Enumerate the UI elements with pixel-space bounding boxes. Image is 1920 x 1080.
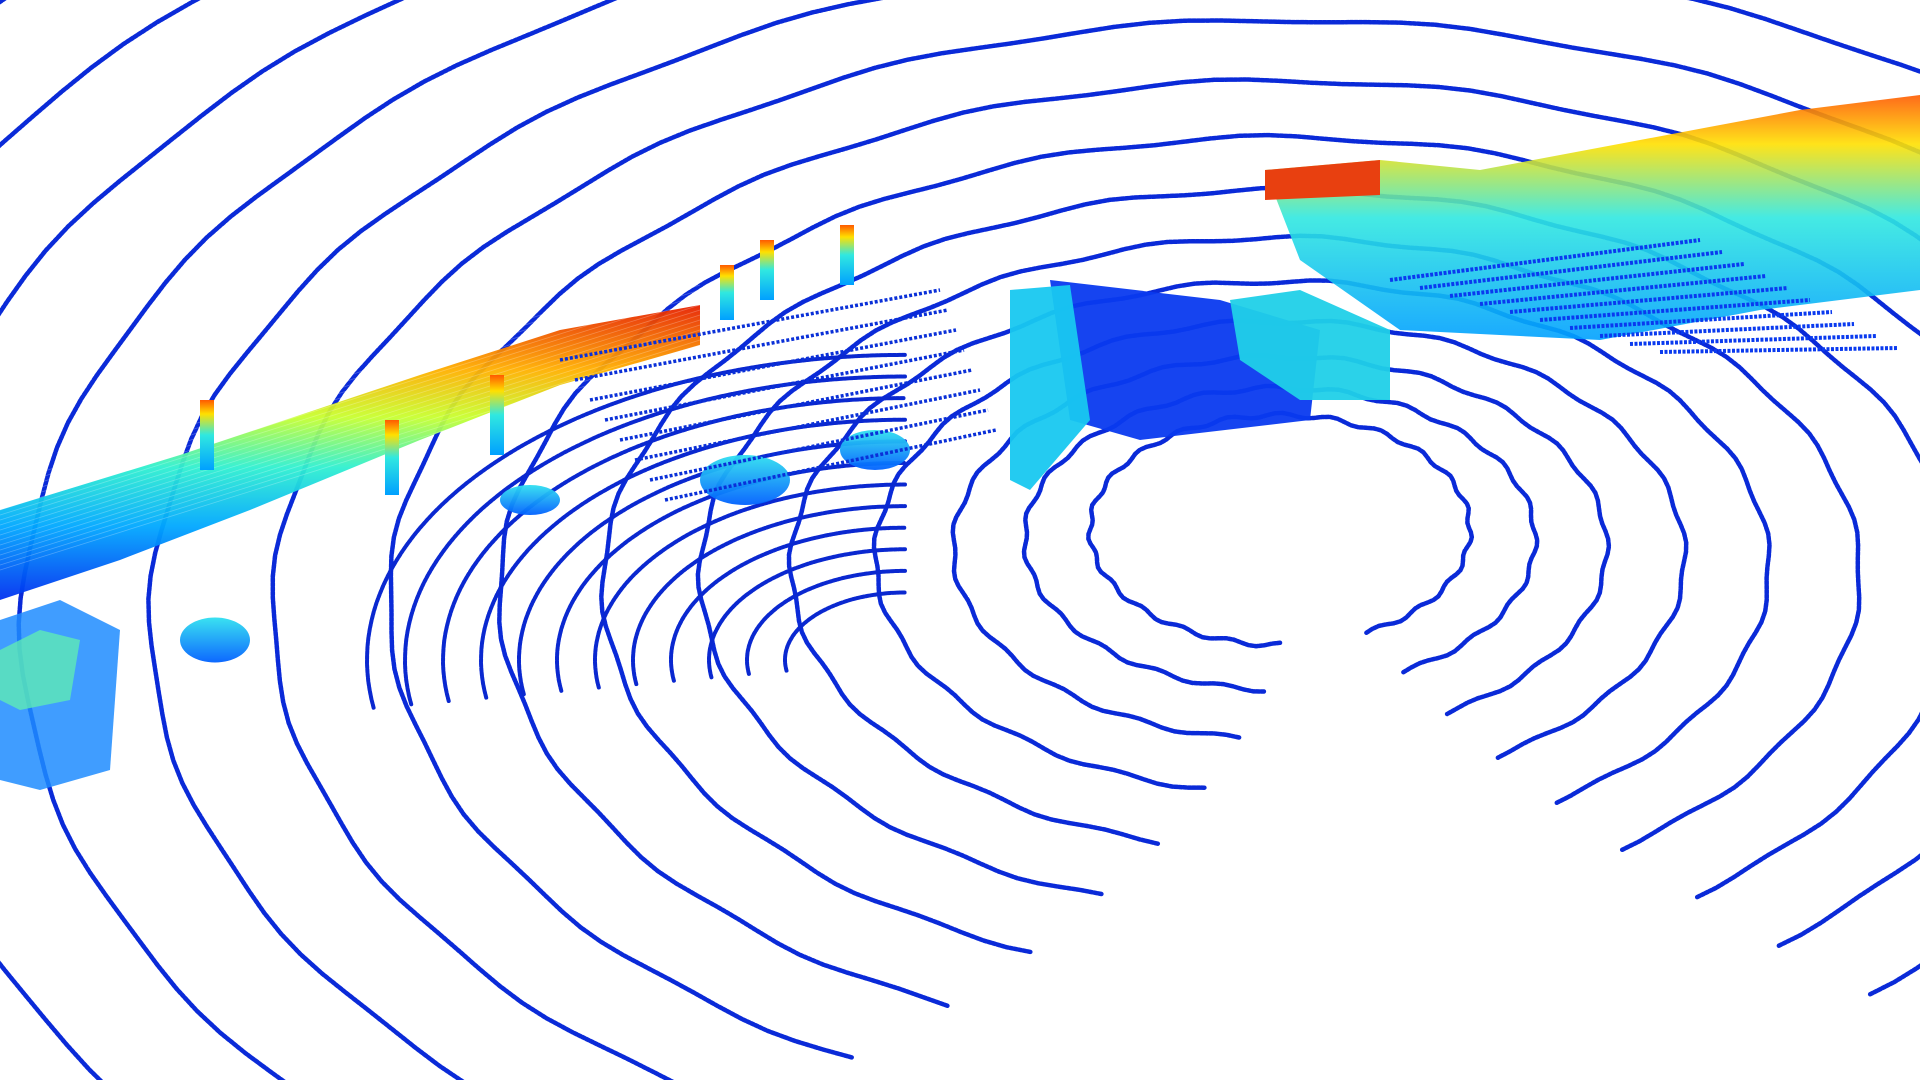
wall-scan-line (0, 329, 701, 551)
pole (760, 240, 774, 300)
wall-scan-line (0, 334, 701, 556)
scan-stripe (604, 348, 965, 422)
ground-ring (707, 547, 907, 680)
wall-scan-line (0, 314, 701, 536)
ground-ring (388, 77, 1920, 1060)
ground-ring (599, 184, 1920, 955)
ground-ring (669, 525, 907, 683)
scan-stripe (649, 408, 989, 482)
vehicle (840, 430, 910, 470)
wall-scan-line (0, 294, 701, 516)
ground-ring (555, 460, 907, 693)
ground-ring (593, 482, 907, 690)
ground-ring (1086, 410, 1475, 649)
vehicle (500, 485, 560, 515)
wall-scan-line (0, 349, 701, 571)
pole (490, 375, 504, 455)
scan-stripe (664, 428, 997, 502)
wall-scan-line (0, 309, 701, 531)
wall-scan-line (0, 274, 701, 496)
ground-ring (786, 278, 1772, 846)
ground-ring (783, 590, 907, 673)
wall-scan-line (0, 269, 701, 491)
pole (385, 420, 399, 495)
wall-scan-line (0, 319, 701, 541)
ground-ring (695, 233, 1862, 897)
ground-ring (497, 132, 1920, 1009)
scan-stripe (1599, 322, 1855, 338)
vehicle (700, 455, 790, 505)
vehicle (180, 617, 250, 663)
wall-scan-line (0, 344, 701, 566)
ground-ring (745, 568, 907, 676)
ground-ring (631, 504, 907, 687)
wall-scan-line (0, 264, 701, 486)
pole (840, 225, 854, 285)
pole (720, 265, 734, 320)
pole (200, 400, 214, 470)
scan-stripe (1629, 334, 1877, 346)
scan-stripe (1509, 286, 1789, 314)
scan-stripe (1479, 274, 1767, 306)
vegetation (1010, 285, 1090, 490)
wall-scan-line (0, 289, 701, 511)
scan-stripe (1659, 346, 1899, 354)
wall-scan-line (0, 304, 701, 526)
scan-stripe (1389, 238, 1701, 282)
ground-ring (1021, 383, 1540, 694)
scene-structures (0, 95, 1920, 790)
ground-ring (146, 0, 1920, 1080)
scan-stripe (559, 288, 941, 362)
tree-top (1265, 160, 1380, 200)
scan-stripe (1539, 298, 1811, 322)
wall-scan-line (0, 324, 701, 546)
scan-stripe (589, 328, 957, 402)
building-wall (0, 305, 700, 600)
ground-ring (270, 18, 1920, 1080)
vegetation (1230, 290, 1390, 400)
vegetation (0, 630, 80, 710)
scan-stripe (634, 388, 981, 462)
wall-scan-line (0, 299, 701, 521)
scan-stripe (574, 308, 949, 382)
ground-ring (517, 439, 907, 697)
wall-scan-line (0, 339, 701, 561)
wall-scan-line (0, 279, 701, 501)
scan-stripe (1569, 310, 1833, 330)
scan-stripe (1419, 250, 1723, 290)
wall-scan-line (0, 284, 701, 506)
